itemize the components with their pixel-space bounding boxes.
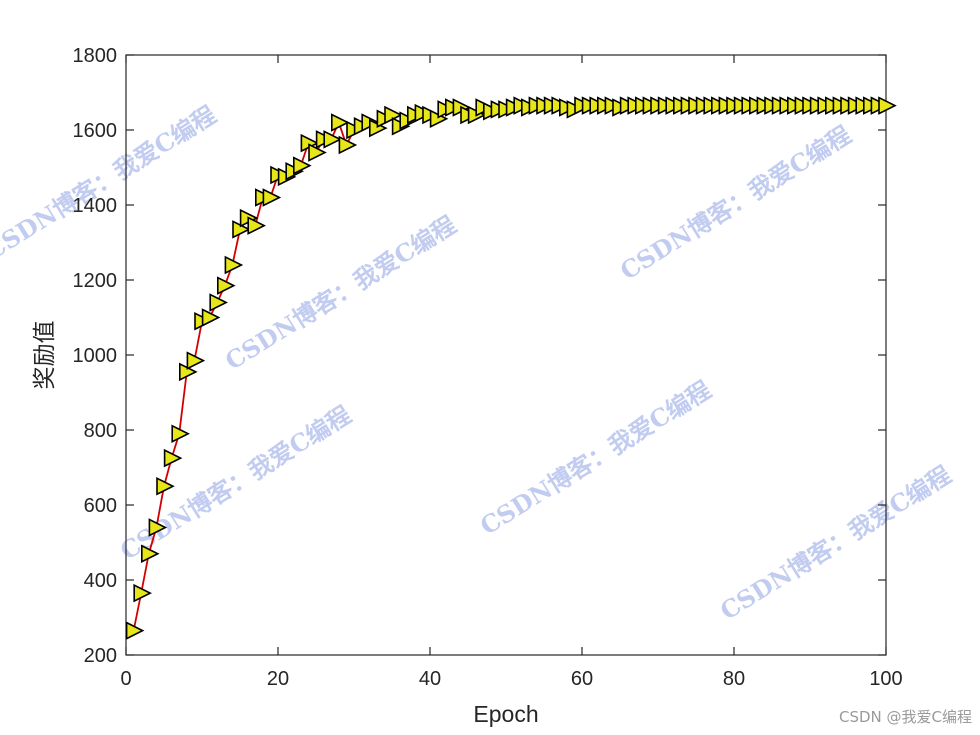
data-point: [262, 188, 282, 207]
data-point: [330, 113, 350, 132]
data-point: [247, 216, 266, 235]
data-point: [186, 351, 206, 370]
data-point: [201, 308, 221, 327]
x-tick-label: 20: [267, 668, 289, 690]
y-tick-label: 1000: [73, 345, 118, 367]
data-point: [163, 448, 183, 468]
data-point: [141, 544, 160, 564]
x-tick-label: 0: [120, 668, 131, 690]
x-tick-label: 80: [723, 668, 745, 690]
data-point: [171, 424, 190, 444]
y-axis-title: 奖励值: [31, 321, 57, 390]
data-point: [878, 96, 897, 115]
data-point: [156, 476, 175, 496]
data-point: [323, 130, 342, 149]
y-tick-label: 1400: [73, 195, 118, 217]
data-point: [209, 293, 228, 312]
y-tick-label: 1600: [73, 120, 118, 142]
y-tick-label: 200: [84, 645, 117, 667]
y-tick-label: 1200: [73, 270, 118, 292]
data-point: [148, 518, 168, 537]
data-point: [133, 583, 152, 603]
plot-background: [126, 55, 886, 655]
y-tick-label: 400: [84, 570, 117, 592]
y-tick-label: 600: [84, 495, 117, 517]
data-point: [125, 621, 145, 640]
y-tick-label: 1800: [73, 45, 118, 67]
x-tick-label: 60: [571, 668, 593, 690]
data-point: [338, 135, 358, 155]
x-axis-title: Epoch: [473, 701, 538, 727]
credit-label: CSDN @我爱C编程: [839, 708, 972, 726]
series-reward: [125, 96, 897, 640]
data-point: [224, 255, 244, 275]
data-point: [292, 156, 312, 175]
x-tick-label: 100: [869, 668, 902, 690]
x-tick-label: 40: [419, 668, 441, 690]
axes: 0 20 40 60 80 100 200 400 600 800 1000 1200 1400 1600…: [73, 45, 903, 690]
data-point: [217, 276, 236, 295]
y-tick-label: 800: [84, 420, 117, 442]
data-point: [308, 143, 327, 162]
